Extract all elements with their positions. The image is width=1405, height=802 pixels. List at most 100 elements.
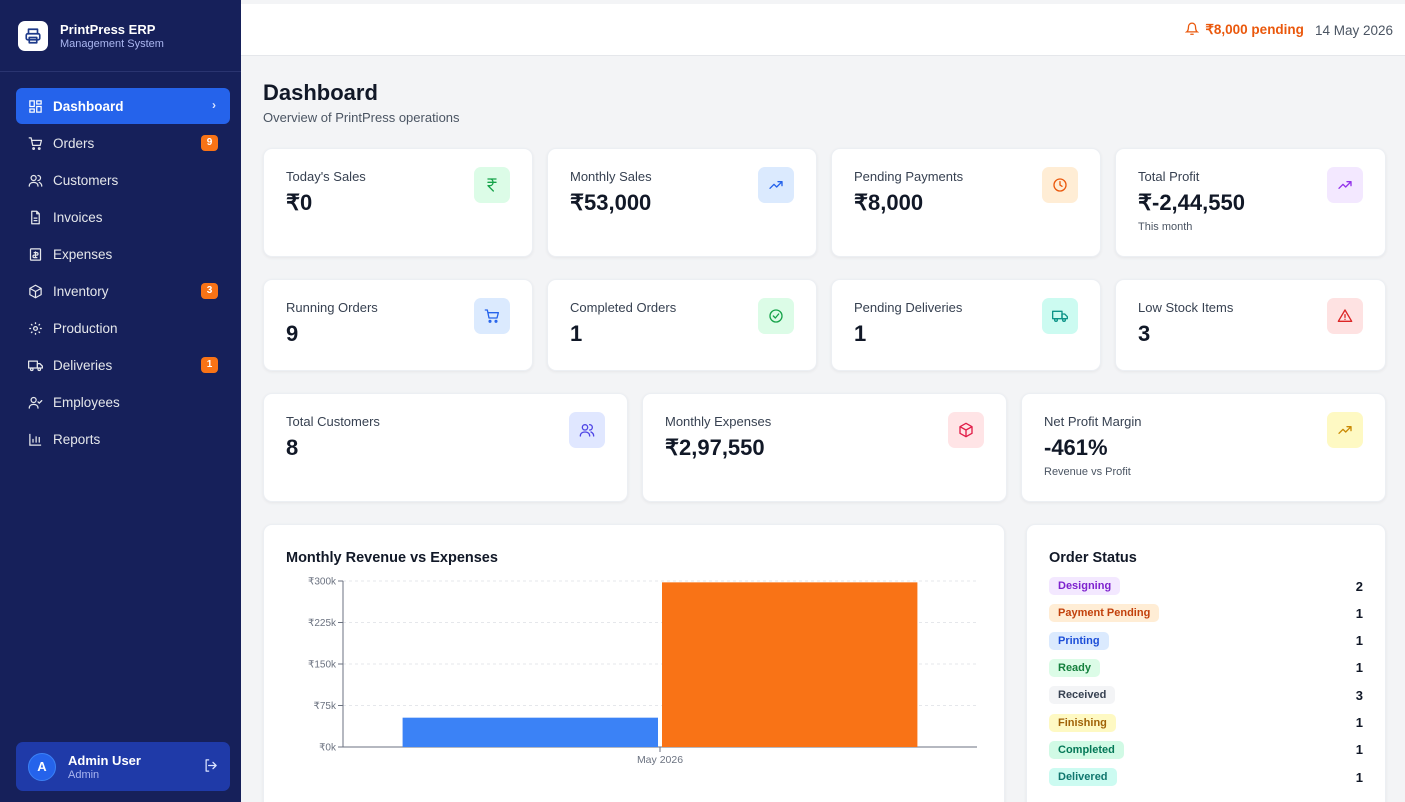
status-pill: Received bbox=[1049, 686, 1116, 705]
status-count: 1 bbox=[1355, 715, 1363, 730]
rupee-icon bbox=[474, 167, 510, 203]
user-name: Admin User bbox=[68, 752, 141, 768]
stat-value: ₹53,000 bbox=[570, 190, 652, 215]
user-role: Admin bbox=[68, 768, 100, 781]
sidebar-item-label: Employees bbox=[53, 394, 120, 410]
gear-icon bbox=[27, 320, 43, 336]
stat-label: Net Profit Margin bbox=[1044, 414, 1142, 429]
sidebar-item-label: Reports bbox=[53, 431, 101, 447]
status-count: 1 bbox=[1355, 742, 1363, 758]
stat-card-monthly-sales[interactable]: Monthly Sales ₹53,000 bbox=[547, 148, 817, 257]
sidebar-item-deliveries[interactable]: Deliveries 1 bbox=[16, 347, 230, 383]
stat-card-pending-payments[interactable]: Pending Payments ₹8,000 bbox=[831, 148, 1101, 257]
stat-value: 9 bbox=[286, 321, 299, 346]
status-pill: Payment Pending bbox=[1049, 604, 1160, 623]
sidebar-item-label: Production bbox=[53, 320, 118, 336]
sidebar-item-label: Invoices bbox=[53, 209, 103, 225]
status-row[interactable]: Ready 1 bbox=[1049, 657, 1363, 679]
sidebar: PrintPress ERP Management System Dashboa… bbox=[0, 0, 241, 802]
sidebar-item-invoices[interactable]: Invoices bbox=[16, 199, 230, 235]
sidebar-nav: Dashboard › Orders 9 Customers Invoices … bbox=[0, 72, 241, 457]
alert-triangle-icon bbox=[1327, 298, 1363, 334]
stat-note: Revenue vs Profit bbox=[1044, 466, 1131, 478]
logout-icon[interactable] bbox=[203, 758, 218, 778]
stat-card-total-customers[interactable]: Total Customers 8 bbox=[263, 393, 628, 502]
status-row[interactable]: Received 3 bbox=[1049, 684, 1363, 706]
stat-value: ₹2,97,550 bbox=[665, 435, 765, 460]
bar bbox=[662, 582, 918, 747]
sidebar-item-employees[interactable]: Employees bbox=[16, 384, 230, 420]
topbar: ₹8,000 pending 14 May 2026 bbox=[241, 4, 1405, 56]
sidebar-item-dashboard[interactable]: Dashboard › bbox=[16, 88, 230, 124]
stat-value: 3 bbox=[1138, 321, 1151, 346]
receipt-icon bbox=[27, 246, 43, 262]
stat-card-todays-sales[interactable]: Today's Sales ₹0 bbox=[263, 148, 533, 257]
sidebar-item-customers[interactable]: Customers bbox=[16, 162, 230, 198]
bell-icon bbox=[1184, 22, 1205, 39]
status-pill: Ready bbox=[1049, 658, 1101, 677]
stat-card-low-stock[interactable]: Low Stock Items 3 bbox=[1115, 279, 1386, 371]
sidebar-item-label: Expenses bbox=[53, 246, 113, 262]
stat-value: 1 bbox=[854, 321, 867, 346]
stat-card-pending-deliveries[interactable]: Pending Deliveries 1 bbox=[831, 279, 1101, 371]
stat-value: ₹8,000 bbox=[854, 190, 924, 215]
trending-up-icon bbox=[1327, 167, 1363, 203]
status-row[interactable]: Completed 1 bbox=[1049, 739, 1363, 761]
stat-card-total-profit[interactable]: Total Profit ₹-2,44,550 This month bbox=[1115, 148, 1386, 257]
status-pill: Completed bbox=[1049, 740, 1124, 759]
status-pill: Finishing bbox=[1049, 713, 1116, 732]
stat-card-net-profit-margin[interactable]: Net Profit Margin -461% Revenue vs Profi… bbox=[1021, 393, 1386, 502]
stat-value: 1 bbox=[570, 321, 583, 346]
sidebar-item-production[interactable]: Production bbox=[16, 310, 230, 346]
stat-label: Running Orders bbox=[286, 300, 378, 315]
status-count: 1 bbox=[1355, 633, 1363, 649]
sidebar-item-label: Dashboard bbox=[53, 98, 124, 114]
status-count: 1 bbox=[1355, 769, 1363, 785]
stat-card-completed-orders[interactable]: Completed Orders 1 bbox=[547, 279, 817, 371]
stat-label: Pending Deliveries bbox=[854, 300, 963, 315]
status-count: 1 bbox=[1355, 660, 1363, 676]
status-row[interactable]: Delivered 1 bbox=[1049, 766, 1363, 788]
page-subtitle: Overview of PrintPress operations bbox=[263, 110, 460, 125]
check-circle-icon bbox=[758, 298, 794, 334]
avatar: A bbox=[28, 752, 56, 781]
bar bbox=[402, 717, 658, 747]
dashboard-icon bbox=[27, 98, 43, 114]
sidebar-item-expenses[interactable]: Expenses bbox=[16, 236, 230, 272]
truck-icon bbox=[1042, 298, 1078, 334]
sidebar-item-label: Orders bbox=[53, 135, 95, 151]
stat-label: Completed Orders bbox=[570, 300, 677, 315]
sidebar-item-reports[interactable]: Reports bbox=[16, 421, 230, 457]
user-profile[interactable]: A Admin User Admin bbox=[16, 742, 230, 791]
trending-up-icon bbox=[1327, 412, 1363, 448]
status-row[interactable]: Finishing 1 bbox=[1049, 712, 1363, 734]
stat-label: Low Stock Items bbox=[1138, 300, 1234, 315]
revenue-expenses-chart-card: Monthly Revenue vs Expenses ₹0k ₹75k ₹150k… bbox=[263, 524, 1005, 802]
clock-icon bbox=[1042, 167, 1078, 203]
stat-value: 8 bbox=[286, 435, 299, 460]
user-check-icon bbox=[27, 394, 43, 410]
chevron-right-icon: › bbox=[212, 98, 216, 112]
status-count: 1 bbox=[1355, 605, 1363, 621]
status-count: 2 bbox=[1355, 578, 1363, 594]
trending-up-icon bbox=[758, 167, 794, 203]
stat-label: Monthly Expenses bbox=[665, 414, 772, 429]
printer-icon bbox=[18, 20, 48, 51]
status-row[interactable]: Designing 2 bbox=[1049, 575, 1363, 597]
status-row[interactable]: Printing 1 bbox=[1049, 630, 1363, 652]
x-tick-label: May 2026 bbox=[637, 754, 683, 766]
stat-card-running-orders[interactable]: Running Orders 9 bbox=[263, 279, 533, 371]
app-subtitle: Management System bbox=[60, 37, 164, 50]
truck-icon bbox=[27, 357, 43, 373]
chart-title: Monthly Revenue vs Expenses bbox=[286, 550, 498, 566]
sidebar-item-inventory[interactable]: Inventory 3 bbox=[16, 273, 230, 309]
users-icon bbox=[569, 412, 605, 448]
orders-count-badge: 9 bbox=[201, 135, 218, 151]
status-row[interactable]: Payment Pending 1 bbox=[1049, 602, 1363, 624]
current-date: 14 May 2026 bbox=[1314, 22, 1393, 38]
brand[interactable]: PrintPress ERP Management System bbox=[0, 0, 241, 72]
stat-card-monthly-expenses[interactable]: Monthly Expenses ₹2,97,550 bbox=[642, 393, 1007, 502]
sidebar-item-orders[interactable]: Orders 9 bbox=[16, 125, 230, 161]
pending-payments-alert[interactable]: ₹8,000 pending bbox=[1184, 22, 1304, 39]
y-tick-label: ₹75k bbox=[314, 701, 337, 712]
